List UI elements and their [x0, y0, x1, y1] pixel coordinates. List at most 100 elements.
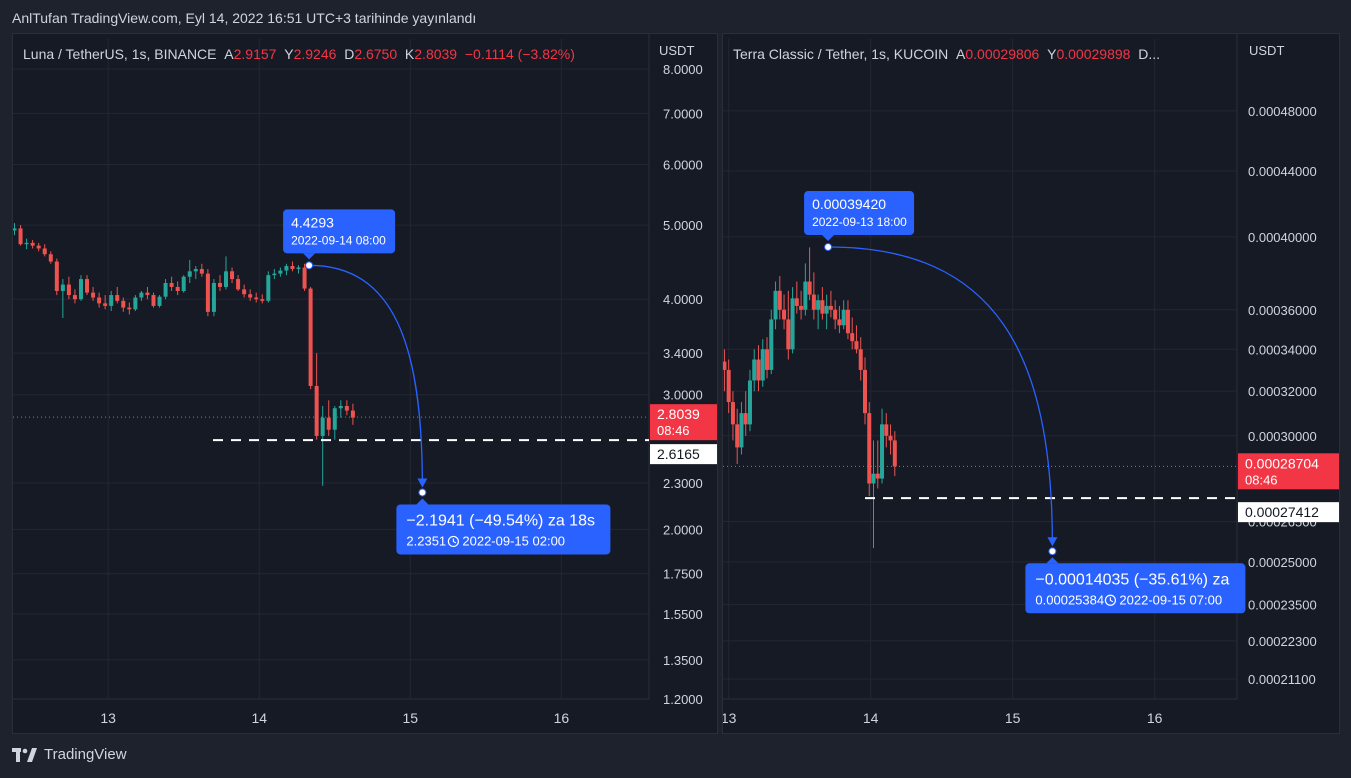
- candle-down: [850, 317, 855, 350]
- candle-body: [187, 271, 192, 277]
- terra-legend: Terra Classic / Tether, 1s, KUCOIN A0.00…: [733, 46, 1160, 62]
- candle-up: [187, 260, 192, 283]
- candle-body: [314, 385, 319, 436]
- candle-up: [803, 263, 808, 316]
- currency-label[interactable]: USDT: [1249, 43, 1285, 58]
- candle-up: [157, 295, 162, 308]
- last-price-label-bg: [1238, 453, 1339, 490]
- candle-body: [820, 300, 825, 314]
- candle-down: [199, 263, 204, 277]
- candle-body: [756, 359, 761, 381]
- y-tick-label: 0.00030000: [1248, 429, 1317, 444]
- candle-body: [284, 266, 289, 271]
- y-tick-label: 0.00040000: [1248, 230, 1317, 245]
- candle-body: [48, 254, 53, 262]
- candle-up: [224, 256, 229, 290]
- candle-down: [72, 289, 77, 304]
- candle-body: [236, 279, 241, 290]
- terra-chart-panel[interactable]: 0.00048000 0.00044000 0.00040000 0.00036000…: [722, 33, 1340, 734]
- callout-start: 0.00039420 2022-09-13 18:00: [804, 191, 915, 242]
- candle-body: [803, 281, 808, 310]
- clock-icon: [447, 535, 459, 548]
- luna-chart-panel[interactable]: 8.0000 7.0000 6.0000 5.0000 4.0000 3.4000 3.00…: [12, 33, 718, 734]
- level-price-label: 0.00027412: [1238, 502, 1339, 523]
- legend-low-value: 2.6750: [354, 46, 398, 62]
- candle-body: [175, 286, 180, 291]
- x-tick-label: 14: [863, 710, 879, 726]
- last-price-value: 0.00028704: [1245, 455, 1319, 471]
- measure-arc: [828, 246, 1054, 546]
- candle-body: [837, 319, 842, 326]
- candle-down: [845, 300, 850, 340]
- legend-symbol[interactable]: Luna / TetherUS, 1s, BINANCE: [23, 46, 217, 62]
- candle-down: [765, 337, 770, 379]
- candle-down: [854, 325, 859, 354]
- candle-body: [78, 279, 83, 300]
- candle-down: [42, 244, 47, 257]
- y-tick-label: 3.4000: [663, 346, 703, 361]
- candle-body: [735, 424, 740, 448]
- candle-down: [248, 289, 253, 301]
- candle-body: [875, 473, 880, 479]
- candle-body: [163, 282, 168, 297]
- candle-body: [193, 269, 198, 272]
- x-tick-label: 13: [723, 710, 737, 726]
- candle-down: [314, 353, 319, 440]
- candle-down: [230, 267, 235, 283]
- candle-down: [66, 276, 71, 300]
- candle-body: [350, 410, 355, 418]
- candle-body: [332, 408, 337, 430]
- callout-end-pointer: [416, 498, 429, 505]
- y-tick-label: 1.5500: [663, 607, 703, 622]
- candle-up: [163, 279, 168, 300]
- candle-down: [308, 286, 313, 390]
- candle-down: [302, 263, 307, 291]
- level-label-value: 2.6165: [657, 446, 700, 462]
- candle-down: [151, 292, 156, 308]
- callout-end-value: 0.00025384: [1035, 592, 1104, 607]
- candle-down: [884, 413, 889, 448]
- y-tick-label: 7.0000: [663, 106, 703, 121]
- y-tick-label: 0.00023500: [1248, 598, 1317, 613]
- clock-hands: [452, 538, 457, 544]
- currency-label[interactable]: USDT: [659, 43, 695, 58]
- candle-down: [858, 337, 863, 381]
- candle-up: [824, 294, 829, 330]
- candle-down: [820, 287, 825, 320]
- candle-body: [880, 424, 885, 479]
- candle-body: [833, 309, 838, 320]
- footer-brand[interactable]: TradingView: [12, 746, 127, 763]
- y-tick-label: 8.0000: [663, 62, 703, 77]
- candle-body: [278, 270, 283, 274]
- luna-chart-svg[interactable]: 8.0000 7.0000 6.0000 5.0000 4.0000 3.4000 3.00…: [13, 34, 717, 733]
- x-tick-label: 15: [1005, 710, 1021, 726]
- candle-body: [18, 228, 23, 245]
- candle-down: [30, 240, 35, 249]
- candle-down: [103, 295, 108, 310]
- candle-down: [782, 294, 787, 330]
- measure-end-dot: [418, 488, 427, 497]
- candle-body: [320, 417, 325, 436]
- legend-open-label: A: [956, 46, 966, 62]
- candle-up: [332, 405, 337, 440]
- terra-chart-svg[interactable]: 0.00048000 0.00044000 0.00040000 0.00036000…: [723, 34, 1339, 733]
- candle-body: [60, 284, 65, 291]
- y-tick-label: 1.7500: [663, 567, 703, 582]
- candle-down: [169, 276, 174, 291]
- candle-down: [867, 402, 872, 496]
- candle-body: [777, 290, 782, 310]
- last-price-label-bg: [650, 404, 717, 441]
- candle-down: [115, 286, 120, 304]
- candle-body: [72, 295, 77, 300]
- level-label-bg: [650, 444, 717, 465]
- candle-body: [816, 300, 821, 310]
- x-tick-label: 15: [403, 710, 419, 726]
- candle-body: [743, 413, 748, 425]
- candle-up: [773, 281, 778, 330]
- candle-body: [828, 305, 833, 310]
- candle-down: [217, 275, 222, 291]
- legend-symbol[interactable]: Terra Classic / Tether, 1s, KUCOIN: [733, 46, 949, 62]
- candle-down: [350, 403, 355, 425]
- callout-start-pointer: [822, 235, 835, 242]
